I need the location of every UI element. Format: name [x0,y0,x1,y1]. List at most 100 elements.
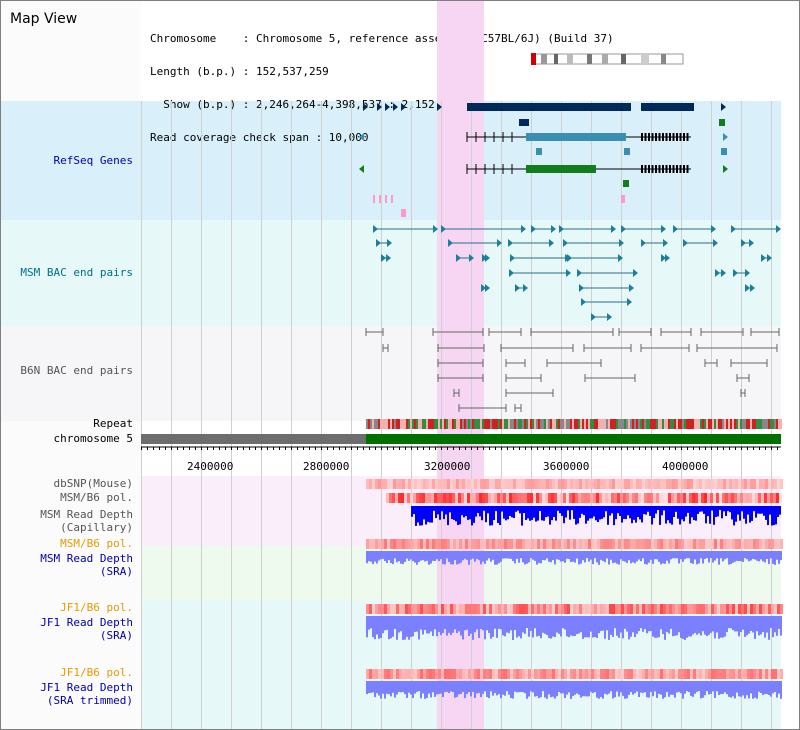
msm-sra-depth [746,551,748,560]
repeat-mark [388,419,390,429]
repeat-mark [406,419,408,429]
repeat-mark [612,419,614,429]
jf1-sra-depth [594,616,596,637]
msm-polymorphism-density [414,539,417,549]
msm-capillary-depth [577,506,579,524]
msm-polymorphism-density [392,493,395,503]
msm-capillary-depth [631,506,633,524]
jf1-polymorphism-density [528,604,531,614]
msm-polymorphism-density [629,493,632,503]
gene-exon-tick [669,133,671,141]
msm-polymorphism-density [590,493,593,503]
repeat-mark [616,419,618,429]
jf1-polymorphism-density [429,604,432,614]
dbsnp-density [597,479,600,489]
msm-polymorphism-density [563,493,566,503]
jf1-trimmed-depth [588,681,590,697]
msm-polymorphism-density [428,493,431,503]
jf1-trimmed-depth [764,681,766,695]
msm-capillary-depth [439,506,441,520]
jf1-sra-depth [534,616,536,629]
jf1-trimmed-depth [634,681,636,694]
msm-polymorphism-density [620,493,623,503]
msm-polymorphism-density [774,539,777,549]
jf1-polymorphism-density [714,604,717,614]
msm-sra-depth [612,551,614,564]
msm-sra-depth [404,551,406,562]
msm-capillary-depth [573,506,575,519]
jf1-sra-depth [574,616,576,636]
msm-polymorphism-density [402,539,405,549]
msm-capillary-depth [457,506,459,526]
msm-polymorphism-density [497,493,500,503]
bac-end-marker [767,254,772,262]
dbsnp-density [522,479,525,489]
msm-polymorphism-density [686,493,689,503]
repeat-mark [390,419,392,429]
msm-polymorphism-density [573,539,576,549]
msm-capillary-depth [589,506,591,519]
msm-polymorphism-density [440,493,443,503]
jf1-sra-depth [716,616,718,633]
jf1-polymorphism-density [630,669,633,679]
bac-end-marker [731,225,736,233]
jf1-sra-depth [494,616,496,629]
msm-capillary-depth [549,506,551,525]
bac-end-marker [591,313,596,321]
repeat-mark [504,419,506,429]
msm-sra-depth [536,551,538,565]
dbsnp-density [687,479,690,489]
track-label-msm-bac[interactable]: MSM BAC end pairs [20,266,133,279]
repeat-mark [542,419,544,429]
dbsnp-density [750,479,753,489]
msm-capillary-depth [557,506,559,511]
msm-polymorphism-density [540,539,543,549]
gene-block [623,180,629,187]
msm-polymorphism-density [770,493,773,503]
jf1-sra-depth [492,616,494,637]
msm-capillary-depth [541,506,543,521]
msm-sra-depth [494,551,496,565]
jf1-polymorphism-density [396,669,399,679]
track-label-refseq[interactable]: RefSeq Genes [53,154,133,167]
repeat-mark [658,419,660,429]
msm-sra-depth [626,551,628,563]
track-label-b6n-bac[interactable]: B6N BAC end pairs [20,364,133,377]
msm-polymorphism-density [656,493,659,503]
msm-capillary-depth [473,506,475,523]
repeat-mark [512,419,514,429]
gene-exon-tick [651,165,654,173]
jf1-sra-depth [772,616,774,638]
jf1-trimmed-depth [740,681,742,697]
msm-sra-depth [472,551,474,559]
jf1-sra-depth [754,616,756,640]
jf1-polymorphism-density [603,669,606,679]
jf1-trimmed-depth [554,681,556,699]
msm-capillary-depth [485,506,487,523]
jf1-sra-depth [740,616,742,632]
jf1-trimmed-depth [720,681,722,695]
msm-polymorphism-density [537,539,540,549]
gene-exon-tick [644,133,647,141]
gene-mark [621,195,625,203]
jf1-sra-depth [540,616,542,639]
msm-capillary-depth [673,506,675,517]
jf1-sra-depth [422,616,424,635]
repeat-mark [604,419,606,429]
dbsnp-density [636,479,639,489]
jf1-polymorphism-density [531,669,534,679]
jf1-sra-depth [654,616,656,638]
msm-sra-depth [590,551,592,560]
gene-exon-tick [669,165,671,173]
repeat-mark [576,419,578,429]
jf1-trimmed-depth [594,681,596,692]
jf1-sra-depth [378,616,380,639]
msm-polymorphism-density [615,539,618,549]
jf1-trimmed-depth [546,681,548,699]
jf1-sra-depth [372,616,374,638]
jf1-trimmed-depth [600,681,602,697]
msm-capillary-depth [513,506,515,519]
msm-capillary-depth [617,506,619,514]
ideogram-band [541,54,547,64]
